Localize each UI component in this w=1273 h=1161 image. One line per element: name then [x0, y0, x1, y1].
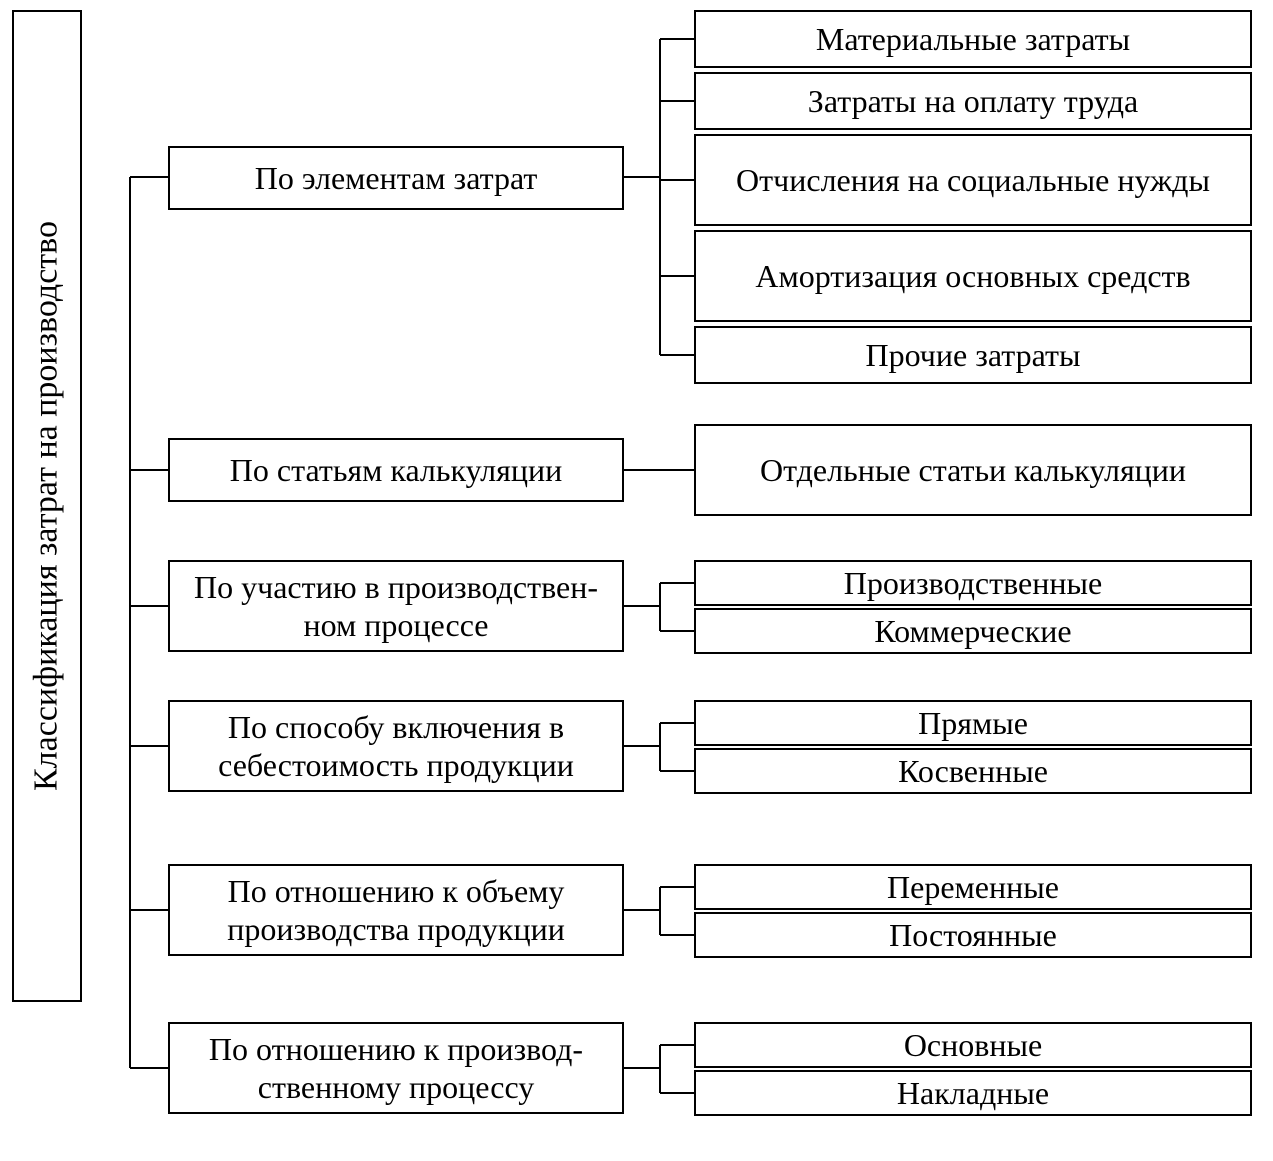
category-node-3: По способу включения в себестоимость про… — [168, 700, 624, 792]
diagram-canvas: Классификация затрат на производство По э… — [0, 0, 1273, 1161]
leaf-node-0-3: Амортизация основных средств — [694, 230, 1252, 322]
leaf-node-0-0: Материальные затраты — [694, 10, 1252, 68]
category-node-4: По отношению к объему производства проду… — [168, 864, 624, 956]
leaf-node-0-2: Отчисления на социальные нужды — [694, 134, 1252, 226]
leaf-node-3-1: Косвенные — [694, 748, 1252, 794]
category-node-5: По отношению к производ-ственному процес… — [168, 1022, 624, 1114]
leaf-node-4-0: Переменные — [694, 864, 1252, 910]
leaf-node-3-0: Прямые — [694, 700, 1252, 746]
leaf-node-4-1: Постоянные — [694, 912, 1252, 958]
leaf-node-0-4: Прочие затраты — [694, 326, 1252, 384]
leaf-node-5-0: Основные — [694, 1022, 1252, 1068]
category-node-0: По элементам затрат — [168, 146, 624, 210]
category-node-1: По статьям калькуляции — [168, 438, 624, 502]
leaf-node-0-1: Затраты на оплату труда — [694, 72, 1252, 130]
root-node: Классификация затрат на производство — [12, 10, 82, 1002]
leaf-node-5-1: Накладные — [694, 1070, 1252, 1116]
leaf-node-2-0: Производственные — [694, 560, 1252, 606]
leaf-node-2-1: Коммерческие — [694, 608, 1252, 654]
leaf-node-1-0: Отдельные статьи калькуляции — [694, 424, 1252, 516]
category-node-2: По участию в производствен-ном процессе — [168, 560, 624, 652]
